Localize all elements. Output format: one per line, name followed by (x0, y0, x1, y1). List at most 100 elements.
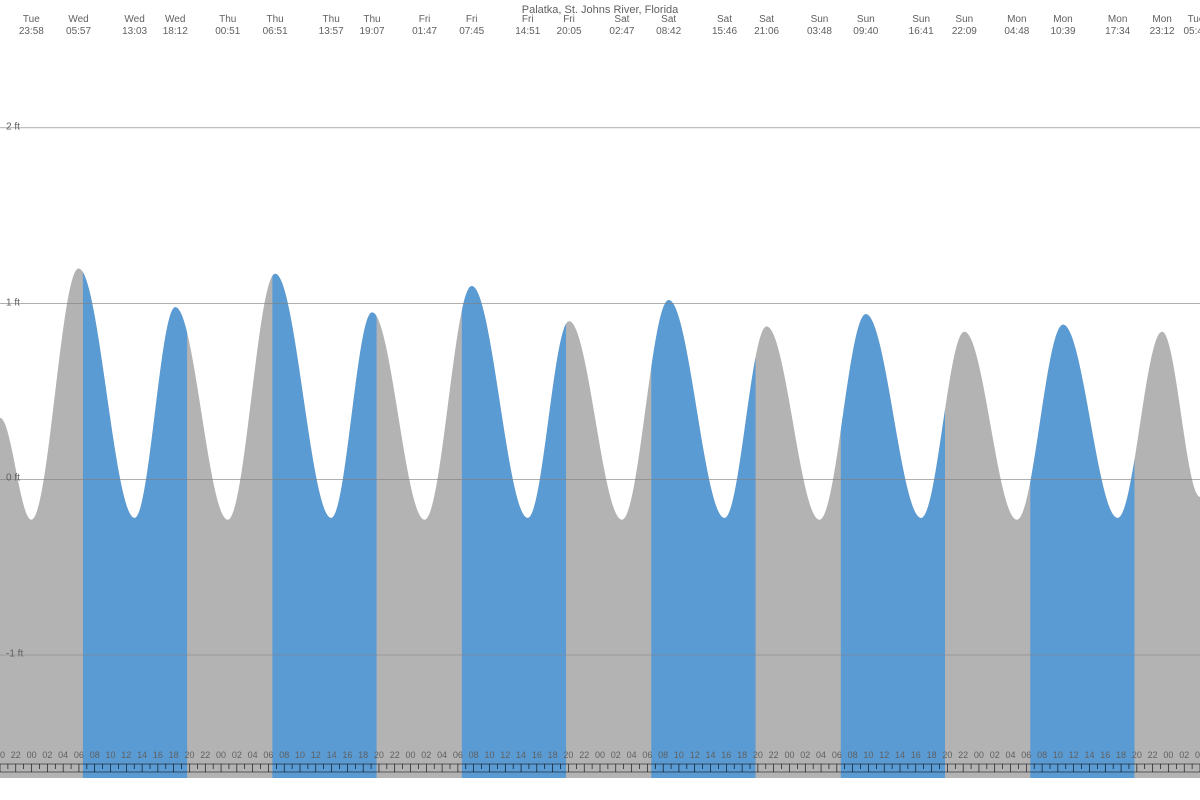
x-tick-label: 06 (642, 750, 652, 760)
tide-chart-plot: 2 ft1 ft0 ft-1 ft 2022000204060810121416… (0, 40, 1200, 778)
x-tick-label: 20 (753, 750, 763, 760)
tide-event-label: Fri07:45 (459, 14, 484, 38)
x-tick-label: 12 (879, 750, 889, 760)
x-tick-label: 20 (942, 750, 952, 760)
tide-event-time: 19:07 (359, 26, 384, 38)
x-tick-label: 10 (295, 750, 305, 760)
tide-event-label: Wed18:12 (163, 14, 188, 38)
x-tick-label: 14 (1084, 750, 1094, 760)
tide-event-time: 08:42 (656, 26, 681, 38)
tide-event-day: Thu (359, 14, 384, 26)
tide-event-label: Thu13:57 (319, 14, 344, 38)
tide-event-day: Fri (515, 14, 540, 26)
tide-event-label: Sat15:46 (712, 14, 737, 38)
tide-event-time: 00:51 (215, 26, 240, 38)
x-tick-label: 02 (611, 750, 621, 760)
tide-event-label: Thu06:51 (263, 14, 288, 38)
tide-event-label: Sun09:40 (853, 14, 878, 38)
x-tick-label: 08 (1037, 750, 1047, 760)
tide-event-time: 04:48 (1004, 26, 1029, 38)
tide-event-label: Thu00:51 (215, 14, 240, 38)
tide-event-time: 01:47 (412, 26, 437, 38)
x-tick-label: 06 (453, 750, 463, 760)
tide-chart-svg (0, 40, 1200, 778)
tide-event-time: 23:58 (19, 26, 44, 38)
x-tick-label: 04 (627, 750, 637, 760)
tide-event-label: Tue23:58 (19, 14, 44, 38)
header-tide-events: Tue23:58Wed05:57Wed13:03Wed18:12Thu00:51… (0, 14, 1200, 40)
tide-event-day: Tue (1183, 14, 1200, 26)
x-tick-label: 16 (911, 750, 921, 760)
x-tick-label: 20 (1132, 750, 1142, 760)
tide-event-time: 20:05 (557, 26, 582, 38)
tide-event-time: 17:34 (1105, 26, 1130, 38)
tide-event-day: Sat (712, 14, 737, 26)
x-tick-label: 22 (579, 750, 589, 760)
tide-event-day: Mon (1004, 14, 1029, 26)
tide-event-day: Mon (1051, 14, 1076, 26)
x-tick-label: 16 (721, 750, 731, 760)
tide-event-time: 05:46 (1183, 26, 1200, 38)
tide-event-day: Thu (263, 14, 288, 26)
tide-event-label: Sun16:41 (909, 14, 934, 38)
tide-event-label: Tue05:46 (1183, 14, 1200, 38)
x-tick-label: 00 (1163, 750, 1173, 760)
x-tick-label: 08 (848, 750, 858, 760)
tide-event-time: 22:09 (952, 26, 977, 38)
x-tick-label: 08 (469, 750, 479, 760)
x-tick-label: 08 (658, 750, 668, 760)
x-tick-label: 06 (74, 750, 84, 760)
x-tick-label: 02 (1179, 750, 1189, 760)
x-tick-label: 06 (1021, 750, 1031, 760)
tide-event-label: Wed05:57 (66, 14, 91, 38)
x-tick-label: 22 (200, 750, 210, 760)
x-tick-label: 18 (927, 750, 937, 760)
tide-event-time: 18:12 (163, 26, 188, 38)
x-tick-label: 12 (690, 750, 700, 760)
tide-event-time: 07:45 (459, 26, 484, 38)
x-tick-label: 18 (1116, 750, 1126, 760)
tide-event-label: Fri20:05 (557, 14, 582, 38)
x-tick-label: 12 (1069, 750, 1079, 760)
x-tick-label: 08 (279, 750, 289, 760)
tide-event-day: Fri (557, 14, 582, 26)
x-tick-label: 00 (784, 750, 794, 760)
tide-event-label: Sun22:09 (952, 14, 977, 38)
tide-event-day: Wed (122, 14, 147, 26)
x-tick-label: 06 (832, 750, 842, 760)
x-tick-label: 18 (358, 750, 368, 760)
x-tick-label: 14 (327, 750, 337, 760)
x-tick-label: 18 (548, 750, 558, 760)
x-tick-label: 02 (800, 750, 810, 760)
tide-event-day: Sun (909, 14, 934, 26)
x-tick-label: 14 (706, 750, 716, 760)
tide-event-label: Mon04:48 (1004, 14, 1029, 38)
x-tick-label: 04 (58, 750, 68, 760)
tide-event-label: Sun03:48 (807, 14, 832, 38)
x-tick-label: 00 (595, 750, 605, 760)
x-tick-label: 02 (990, 750, 1000, 760)
x-tick-label: 20 (563, 750, 573, 760)
x-tick-label: 04 (437, 750, 447, 760)
tide-event-time: 09:40 (853, 26, 878, 38)
tide-event-day: Mon (1150, 14, 1175, 26)
tide-event-time: 16:41 (909, 26, 934, 38)
x-tick-label: 12 (500, 750, 510, 760)
x-tick-label: 20 (374, 750, 384, 760)
x-tick-label: 14 (516, 750, 526, 760)
x-tick-label: 08 (90, 750, 100, 760)
tide-event-label: Mon10:39 (1051, 14, 1076, 38)
tide-event-label: Fri14:51 (515, 14, 540, 38)
x-tick-label: 02 (42, 750, 52, 760)
tide-event-day: Sat (609, 14, 634, 26)
x-tick-label: 04 (248, 750, 258, 760)
tide-event-day: Sun (807, 14, 832, 26)
tide-area-day (1030, 40, 1134, 778)
x-tick-label: 02 (421, 750, 431, 760)
tide-event-day: Fri (459, 14, 484, 26)
tide-event-label: Sat02:47 (609, 14, 634, 38)
x-tick-label: 10 (1053, 750, 1063, 760)
x-tick-label: 10 (484, 750, 494, 760)
tide-event-day: Sun (853, 14, 878, 26)
x-tick-label: 00 (216, 750, 226, 760)
